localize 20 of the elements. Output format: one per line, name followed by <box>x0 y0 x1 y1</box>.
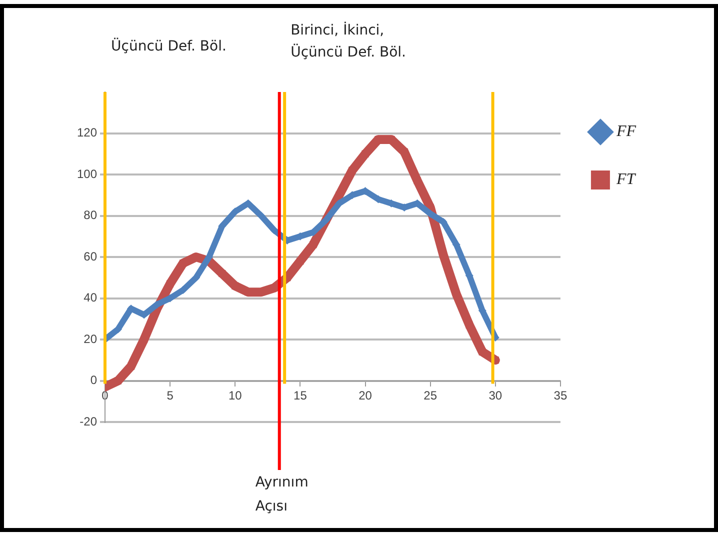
y-tick-label: 100 <box>76 166 98 181</box>
x-tick-label: 20 <box>358 388 372 402</box>
x-tick-label: 35 <box>554 388 568 402</box>
text: Ayrınım Açısı <box>255 474 308 515</box>
y-tick-label: 0 <box>90 373 98 388</box>
y-tick-label: 20 <box>84 332 98 346</box>
ref-line-label: Birinci, İkinci, Üçüncü Def. Böl. <box>290 22 406 61</box>
x-tick-label: 10 <box>228 388 242 402</box>
y-tick-label: 60 <box>84 249 98 264</box>
x-tick-label: 15 <box>294 388 308 402</box>
x-tick-label: 30 <box>488 388 502 402</box>
ref-line-label: Üçüncü Def. Böl. <box>111 38 226 55</box>
y-tick-label: -20 <box>80 414 98 428</box>
x-tick-label: 5 <box>166 388 174 402</box>
legend-label: FF <box>615 123 636 140</box>
y-tick-label: 120 <box>76 126 98 140</box>
legend-label: FT <box>615 171 636 188</box>
x-tick-label: 25 <box>424 388 438 402</box>
y-tick-label: 80 <box>84 208 98 222</box>
y-tick-label: 40 <box>84 290 98 305</box>
